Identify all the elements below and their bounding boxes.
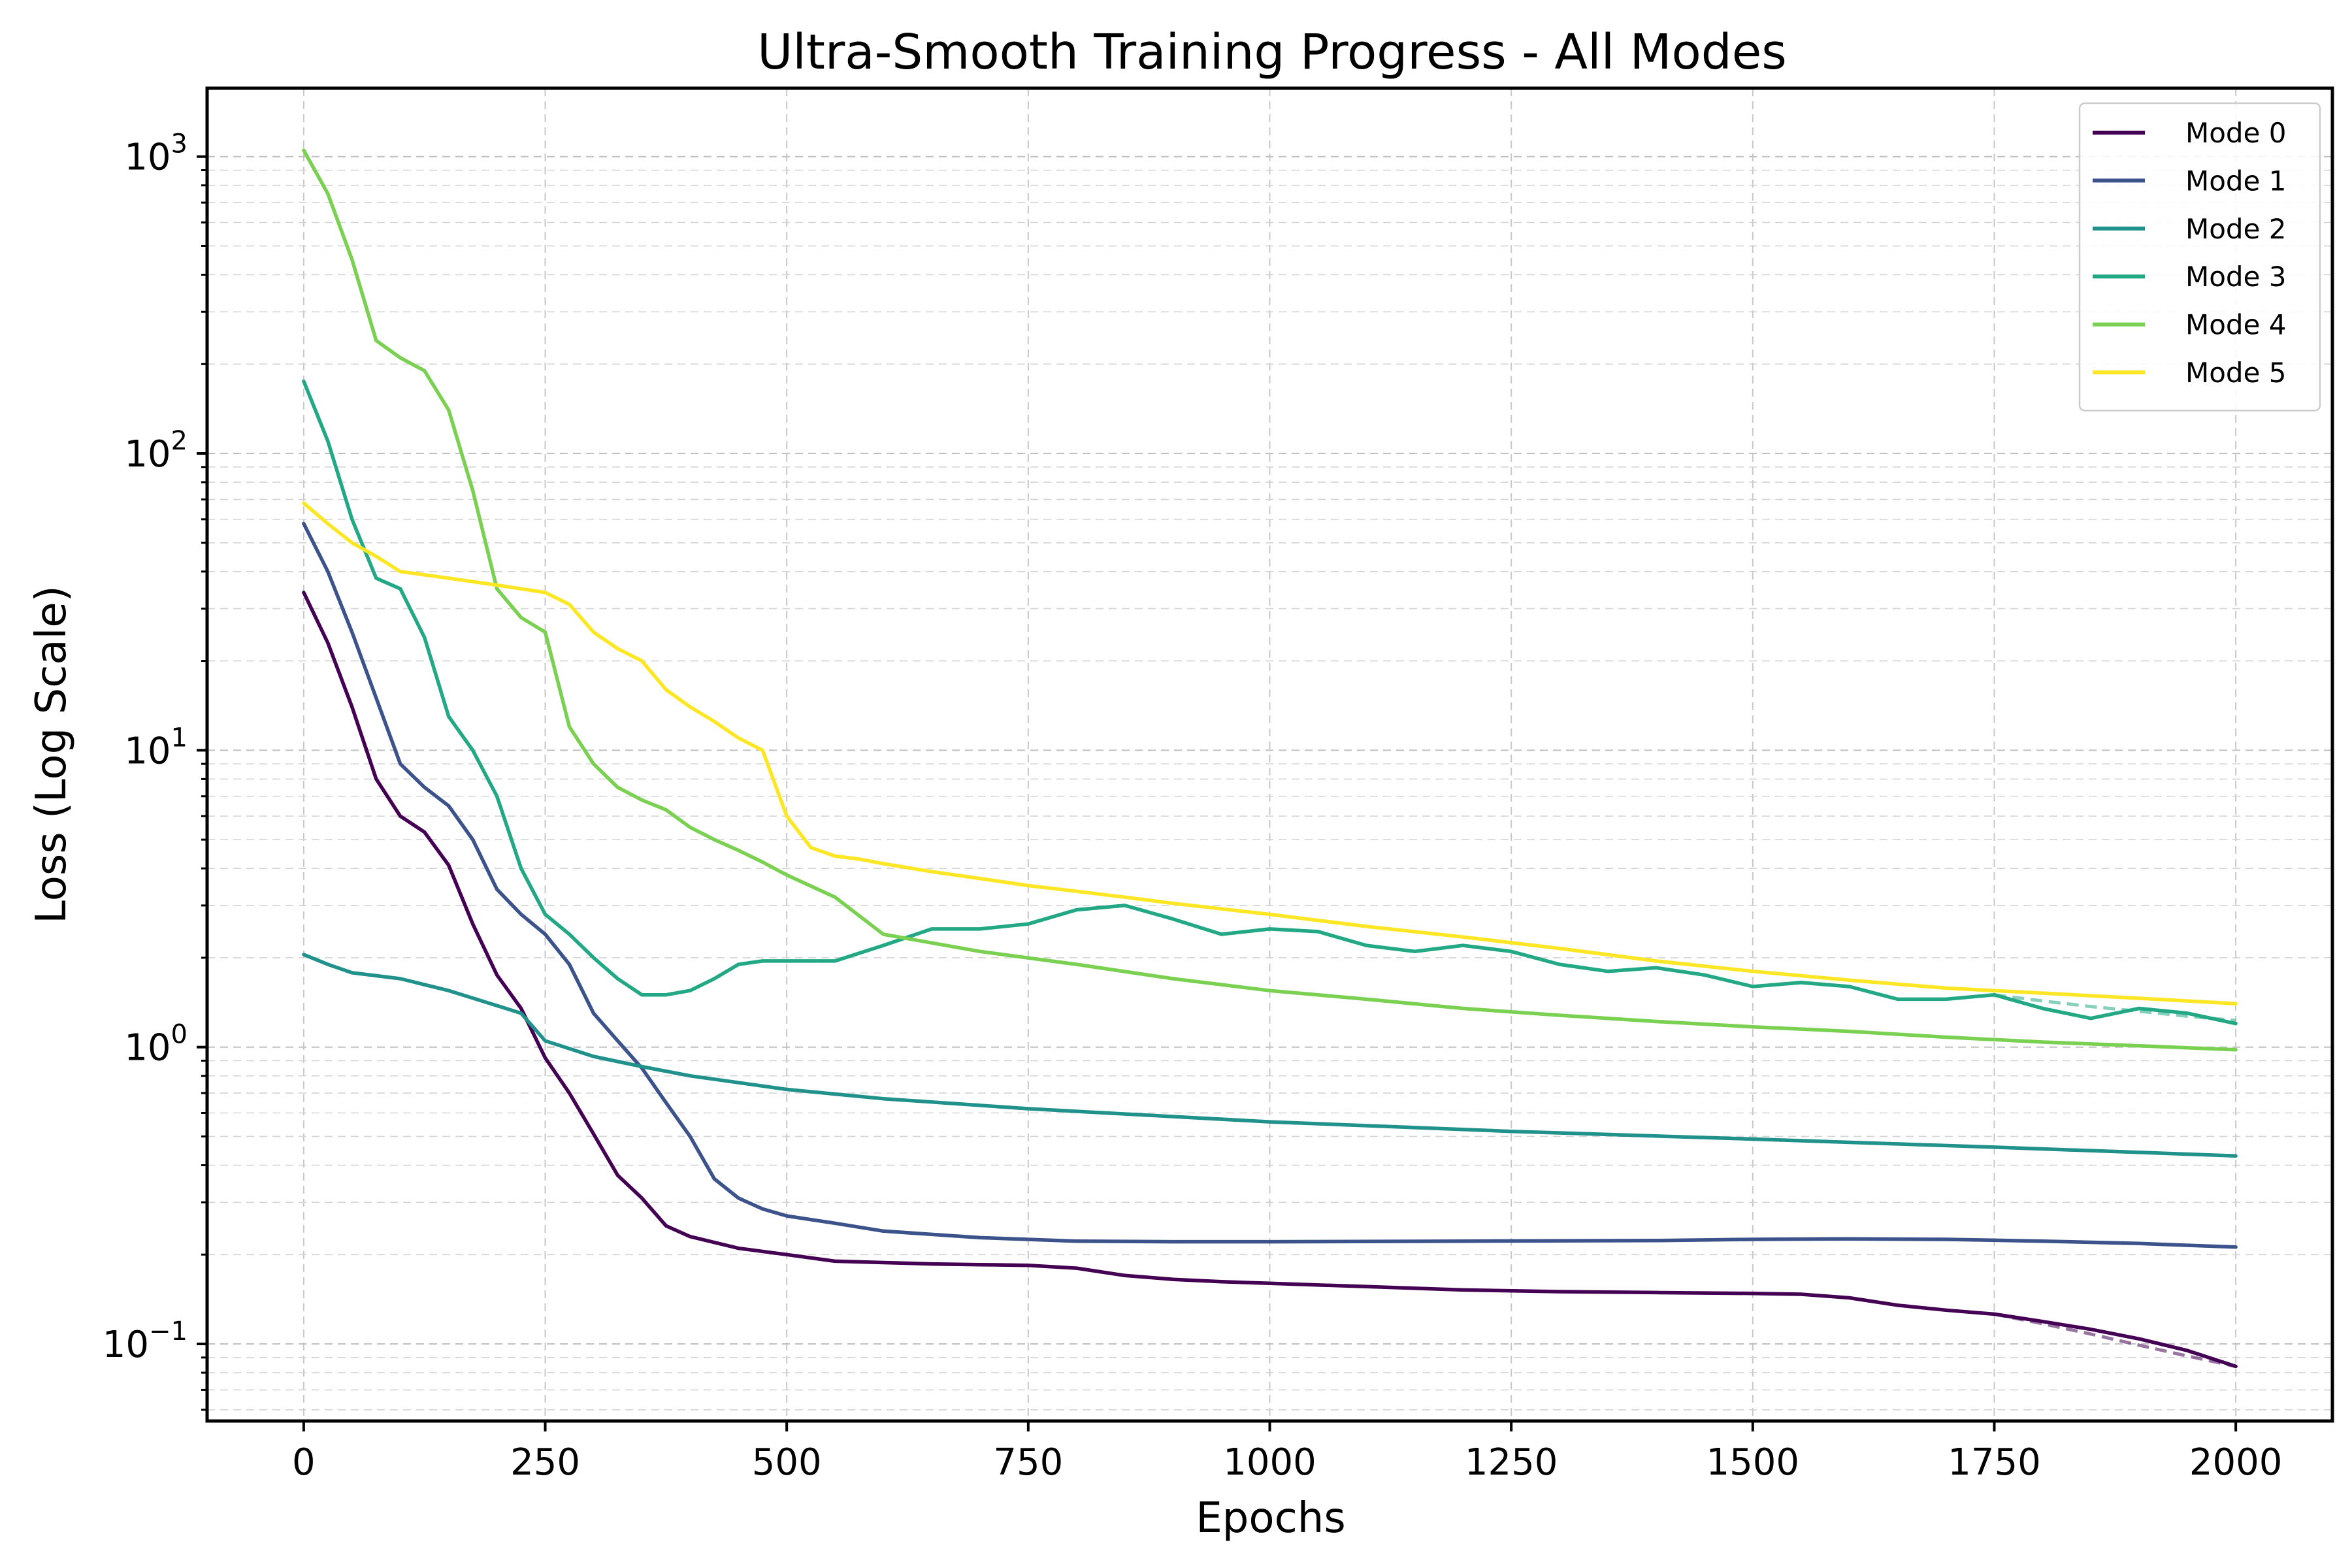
x-axis-ticks: 0 250 500 750 1000 1250 1500 1750 2000 bbox=[292, 1421, 2282, 1484]
x-tick-label: 750 bbox=[993, 1441, 1063, 1484]
series-line-mode-1 bbox=[302, 521, 2238, 1249]
x-tick-label: 1250 bbox=[1465, 1441, 1558, 1484]
x-tick-label: 2000 bbox=[2189, 1441, 2283, 1484]
legend-label-mode-0: Mode 0 bbox=[2185, 117, 2287, 149]
trend-line-mode-0 bbox=[1994, 1312, 2236, 1368]
y-tick-label: 10−1 bbox=[103, 1316, 188, 1366]
legend-label-mode-5: Mode 5 bbox=[2185, 357, 2287, 389]
legend: Mode 0 Mode 1 Mode 2 Mode 3 Mode 4 Mode 5 bbox=[2078, 102, 2321, 412]
grid bbox=[207, 88, 2332, 1421]
y-axis-ticks: 10−1 100 101 102 103 bbox=[103, 129, 207, 1411]
trend-lines bbox=[1994, 993, 2236, 1368]
y-tick-label: 103 bbox=[124, 129, 188, 179]
trend-line-mode-3 bbox=[1994, 993, 2236, 1022]
x-axis-label: Epochs bbox=[1196, 1494, 1345, 1543]
legend-label-mode-4: Mode 4 bbox=[2185, 309, 2287, 341]
x-tick-label: 500 bbox=[752, 1441, 822, 1484]
series-lines bbox=[302, 148, 2238, 1369]
legend-label-mode-1: Mode 1 bbox=[2185, 165, 2287, 197]
chart-title: Ultra-Smooth Training Progress - All Mod… bbox=[757, 24, 1787, 80]
y-tick-label: 101 bbox=[124, 723, 188, 772]
series-line-mode-0 bbox=[302, 591, 2238, 1369]
y-tick-label: 100 bbox=[124, 1020, 188, 1070]
y-axis-label: Loss (Log Scale) bbox=[27, 585, 76, 924]
legend-label-mode-3: Mode 3 bbox=[2185, 261, 2287, 293]
x-tick-label: 1000 bbox=[1223, 1441, 1316, 1484]
series-line-mode-3 bbox=[302, 379, 2238, 1026]
x-tick-label: 250 bbox=[510, 1441, 580, 1484]
series-line-mode-5 bbox=[302, 501, 2238, 1006]
x-tick-label: 0 bbox=[292, 1441, 316, 1484]
series-line-mode-4 bbox=[302, 148, 2238, 1052]
x-tick-label: 1500 bbox=[1707, 1441, 1800, 1484]
y-tick-label: 102 bbox=[124, 426, 188, 476]
series-line-mode-2 bbox=[302, 953, 2238, 1158]
x-tick-label: 1750 bbox=[1948, 1441, 2041, 1484]
legend-label-mode-2: Mode 2 bbox=[2185, 213, 2287, 245]
